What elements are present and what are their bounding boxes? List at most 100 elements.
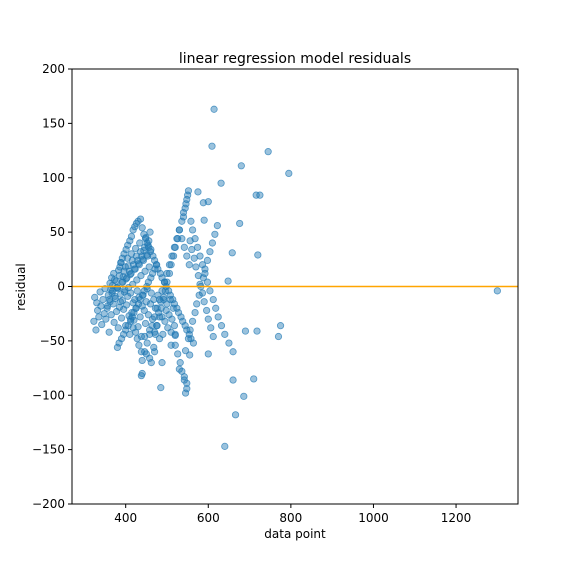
scatter-points [90, 105, 501, 450]
data-point [134, 260, 143, 268]
data-point [136, 248, 145, 256]
data-point [228, 249, 236, 257]
data-point [153, 322, 161, 330]
data-point [181, 204, 189, 212]
data-point [100, 310, 108, 318]
x-tick-label: 800 [279, 511, 302, 525]
data-point [201, 269, 209, 278]
data-point [173, 304, 181, 312]
data-point [148, 322, 156, 330]
data-point [180, 373, 188, 381]
data-point [229, 376, 237, 384]
data-point [204, 315, 212, 323]
x-tick-label: 1000 [358, 511, 389, 525]
data-point [131, 223, 139, 231]
data-point [193, 300, 201, 308]
data-point [143, 339, 151, 347]
data-point [139, 291, 147, 299]
data-point [207, 324, 215, 332]
data-point [206, 287, 214, 295]
data-point [137, 272, 145, 280]
data-point [99, 295, 107, 304]
data-point [178, 235, 186, 243]
data-point [129, 226, 137, 234]
data-point [225, 339, 233, 347]
x-tick-label: 400 [114, 511, 137, 525]
data-point [217, 322, 226, 330]
data-point [285, 169, 293, 177]
data-point [130, 308, 138, 317]
data-point [252, 191, 260, 199]
data-point [180, 243, 188, 251]
data-point [110, 276, 119, 284]
data-point [189, 339, 198, 347]
data-point [179, 213, 188, 221]
data-point [124, 262, 132, 270]
data-point [137, 372, 145, 380]
data-point [203, 306, 211, 315]
data-point [129, 299, 137, 307]
y-tick-label: 50 [50, 225, 65, 239]
data-point [146, 228, 154, 236]
data-point [250, 375, 258, 383]
data-point [150, 348, 159, 356]
data-point [165, 269, 174, 278]
data-point [165, 261, 174, 269]
data-point [126, 237, 134, 245]
data-point [241, 327, 250, 335]
data-point [131, 328, 140, 336]
data-point [145, 243, 153, 251]
data-point [147, 359, 155, 367]
data-point [114, 324, 122, 332]
data-point [133, 276, 141, 284]
data-point [191, 308, 199, 317]
data-point [134, 300, 143, 308]
data-point [204, 350, 212, 358]
data-point [169, 295, 177, 304]
data-point [120, 250, 128, 258]
data-point [199, 274, 207, 282]
data-point [120, 330, 128, 338]
x-tick-label: 1200 [441, 511, 472, 525]
data-point [146, 354, 154, 362]
data-point [200, 216, 208, 224]
data-point [157, 384, 165, 392]
data-point [131, 265, 139, 273]
data-point [155, 295, 164, 304]
data-point [127, 269, 135, 278]
y-tick-label: 100 [42, 171, 65, 185]
data-point [120, 288, 129, 296]
data-point [150, 256, 159, 264]
data-point [193, 243, 202, 251]
data-point [191, 235, 199, 243]
data-point [97, 302, 105, 310]
data-point [184, 335, 193, 343]
data-point [117, 258, 125, 267]
data-point [211, 230, 219, 238]
y-axis-ticks: −200 −150 −100 −50 0 50 100 150 200 [32, 62, 72, 511]
data-point [122, 301, 131, 309]
data-point [203, 256, 212, 264]
data-point [105, 295, 114, 304]
data-point [111, 292, 119, 300]
data-point [167, 341, 175, 349]
data-point [168, 252, 176, 260]
data-point [132, 252, 141, 260]
data-point [169, 252, 178, 260]
data-point [200, 298, 208, 306]
data-point [160, 293, 168, 301]
data-point [493, 287, 501, 295]
data-point [170, 322, 179, 330]
data-point [183, 252, 191, 260]
data-point [208, 142, 216, 150]
data-point [138, 224, 146, 232]
y-tick-label: 200 [42, 62, 65, 76]
y-tick-label: −100 [32, 388, 65, 402]
data-point [150, 313, 159, 321]
data-point [158, 287, 166, 295]
data-point [186, 351, 194, 359]
data-point [118, 297, 126, 305]
x-axis-label: data point [264, 527, 326, 541]
